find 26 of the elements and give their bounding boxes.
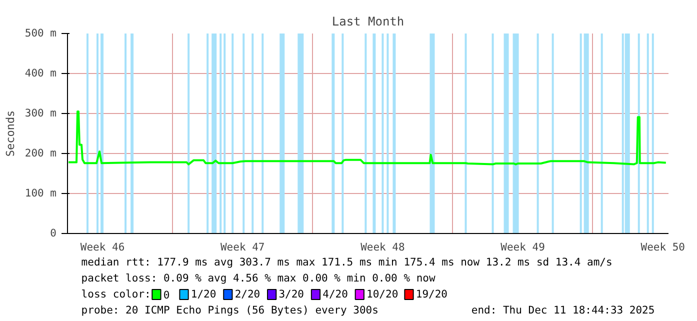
x-tick-label: Week 46 [80, 242, 125, 254]
y-tick-label: 200 m [24, 148, 56, 160]
y-tick-label: 100 m [24, 188, 56, 200]
legend-label: 4/20 [322, 288, 348, 300]
y-tick-label: 500 m [24, 28, 56, 40]
y-axis-title: Seconds [4, 110, 17, 157]
x-tick-label: Week 48 [360, 242, 405, 254]
legend-label: 19/20 [416, 288, 448, 300]
x-tick-label: Week 49 [500, 242, 545, 254]
legend-label: 2/20 [234, 288, 260, 300]
y-tick-label: 0 [50, 228, 57, 240]
y-tick-label: 400 m [24, 68, 56, 80]
text: end: Thu Dec 11 18:44:33 2025 [471, 304, 655, 316]
y-tick-label: 300 m [24, 108, 56, 120]
text: packet loss: 0.09 % avg 4.56 % max 0.00 % min 0.00 % now [81, 272, 436, 284]
legend-label: 10/20 [366, 288, 398, 300]
legend-label: 3/20 [278, 288, 304, 300]
x-tick-label: Week 47 [220, 242, 265, 254]
text: median rtt: 177.9 ms avg 303.7 ms max 171.5 ms min 175.4 ms now 13.2 ms sd 13.4 am/s [81, 256, 612, 268]
legend-label: 0 [163, 290, 170, 302]
x-tick-label: Week 50 [640, 242, 686, 254]
legend-title: loss color: [81, 288, 151, 300]
line-series [68, 110, 667, 166]
text: probe: 20 ICMP Echo Pings (56 Bytes) every 300s [81, 304, 378, 316]
chart-title: Last Month [332, 14, 404, 28]
legend-label: 1/20 [190, 288, 216, 300]
